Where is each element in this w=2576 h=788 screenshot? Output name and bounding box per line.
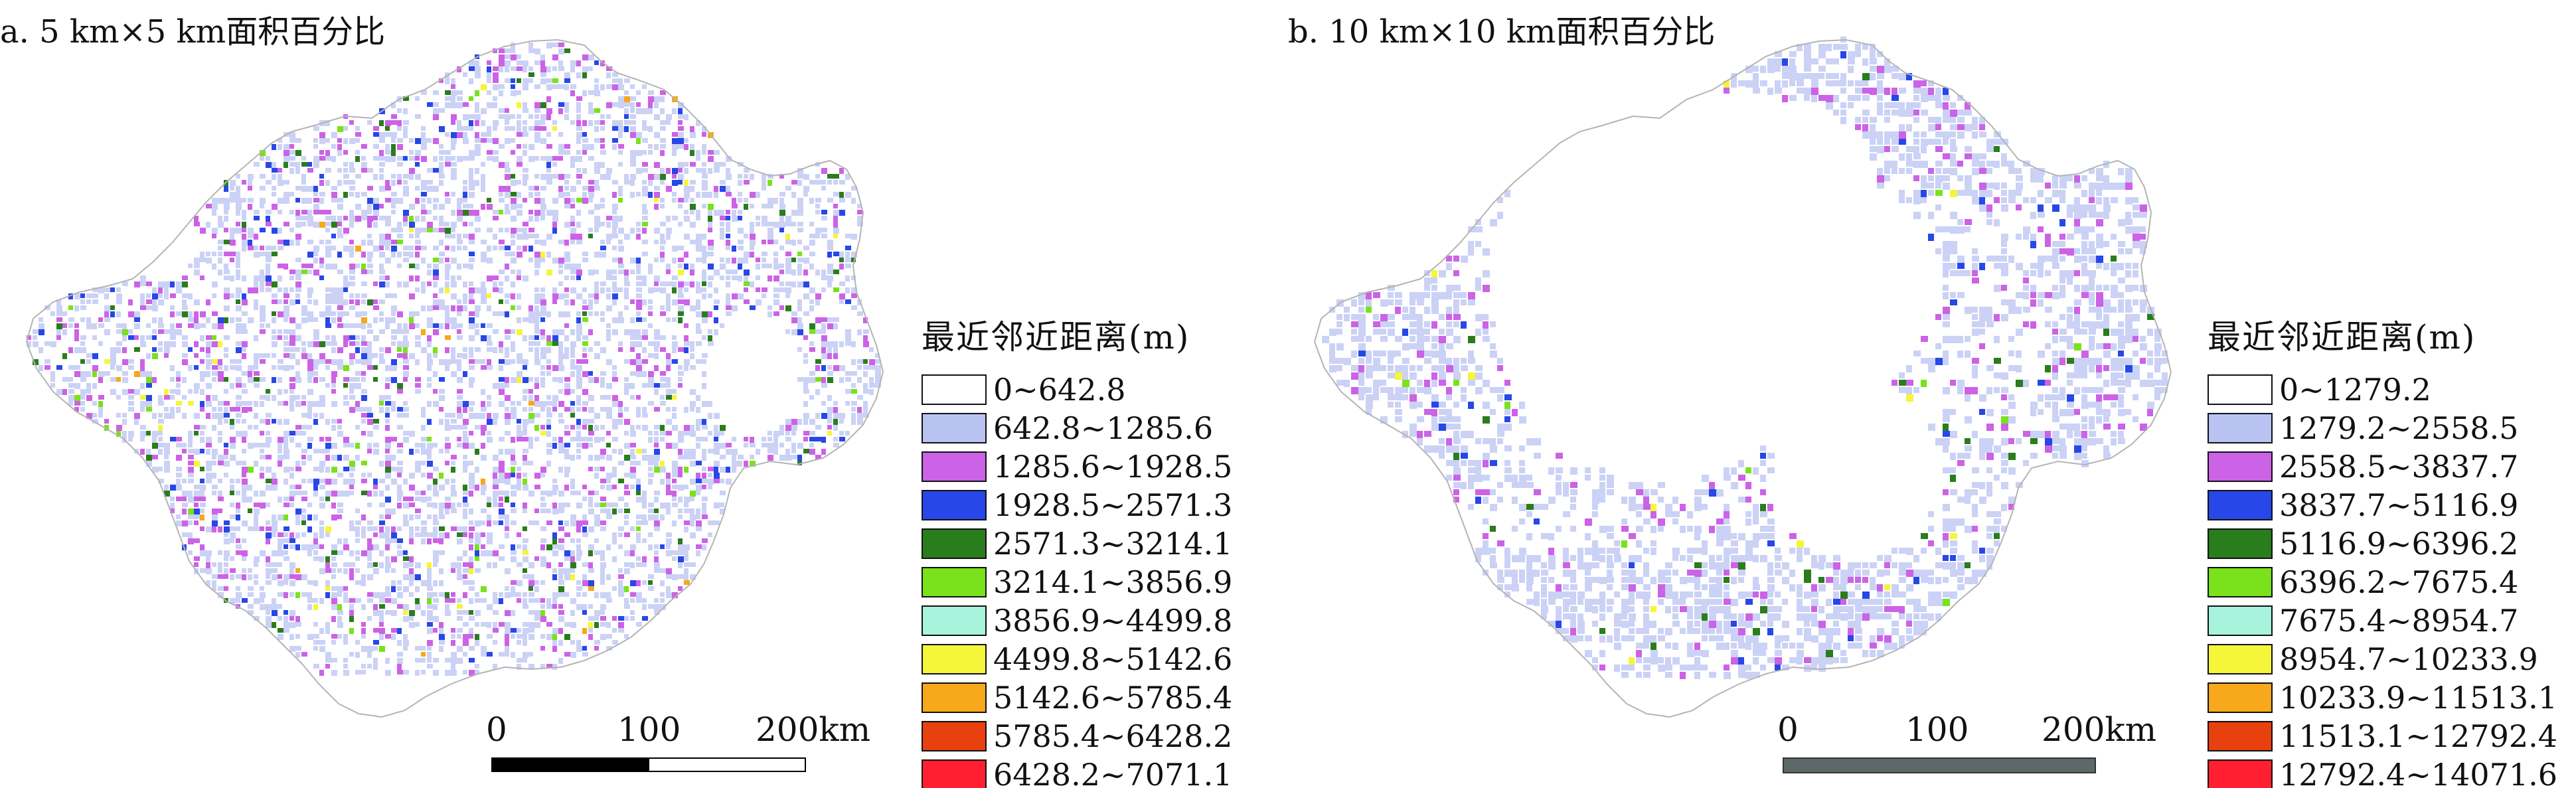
province-outline <box>1313 39 2172 718</box>
legend-item: 3856.9~4499.8 <box>922 601 1232 640</box>
legend-label: 3214.1~3856.9 <box>993 564 1233 600</box>
legend-item: 12792.4~14071.6 <box>2208 755 2557 788</box>
legend-swatch <box>2208 644 2273 674</box>
legend-label: 7675.4~8954.7 <box>2279 603 2519 639</box>
legend-label: 3856.9~4499.8 <box>993 603 1233 639</box>
legend-item: 5785.4~6428.2 <box>922 717 1232 755</box>
legend-swatch <box>922 682 987 713</box>
legend-item: 1285.6~1928.5 <box>922 447 1232 486</box>
legend-swatch <box>922 528 987 559</box>
scale-label: 200km <box>756 710 871 749</box>
scale-label: 100 <box>617 710 681 749</box>
legend-label: 3837.7~5116.9 <box>2279 487 2519 523</box>
legend-label: 10233.9~11513.1 <box>2279 680 2557 716</box>
legend-label: 1285.6~1928.5 <box>993 449 1233 485</box>
legend-label: 2571.3~3214.1 <box>993 526 1233 562</box>
legend-label: 8954.7~10233.9 <box>2279 641 2538 677</box>
legend-item: 3837.7~5116.9 <box>2208 486 2557 524</box>
scale-labels: 0 100 200km <box>1777 710 2156 749</box>
scale-label: 0 <box>486 710 507 749</box>
legend-label: 5116.9~6396.2 <box>2279 526 2519 562</box>
legend-swatch <box>922 759 987 788</box>
legend: 最近邻近距离(m) 0~1279.2 1279.2~2558.5 2558.5~… <box>2208 311 2557 788</box>
legend-label: 1279.2~2558.5 <box>2279 410 2519 446</box>
legend-label: 4499.8~5142.6 <box>993 641 1233 677</box>
legend-swatch <box>2208 490 2273 520</box>
scale-label: 200km <box>2042 710 2157 749</box>
legend-swatch <box>922 721 987 751</box>
legend-label: 2558.5~3837.7 <box>2279 449 2519 485</box>
legend-items: 0~642.8 642.8~1285.6 1285.6~1928.5 1928.… <box>922 370 1232 788</box>
panel-a: a. 5 km×5 km面积百分比 最近邻近距离(m) 0~642.8 642.… <box>0 13 1232 788</box>
legend-swatch <box>2208 759 2273 788</box>
legend-item: 2571.3~3214.1 <box>922 524 1232 563</box>
legend-item: 6428.2~7071.1 <box>922 755 1232 788</box>
legend-item: 642.8~1285.6 <box>922 409 1232 447</box>
legend-swatch <box>922 413 987 443</box>
legend-swatch <box>922 374 987 405</box>
legend-item: 1279.2~2558.5 <box>2208 409 2557 447</box>
legend-item: 6396.2~7675.4 <box>2208 563 2557 601</box>
scale-bar: 0 100 200km <box>486 710 870 772</box>
legend-item: 4499.8~5142.6 <box>922 640 1232 678</box>
legend-label: 5142.6~5785.4 <box>993 680 1233 716</box>
legend-swatch <box>2208 682 2273 713</box>
legend-label: 0~642.8 <box>993 372 1126 408</box>
map-a <box>25 39 884 718</box>
legend-label: 12792.4~14071.6 <box>2279 757 2557 788</box>
legend-item: 0~1279.2 <box>2208 370 2557 409</box>
legend-swatch <box>2208 567 2273 597</box>
legend-label: 6428.2~7071.1 <box>993 757 1233 788</box>
scale-bar: 0 100 200km <box>1777 710 2156 773</box>
legend: 最近邻近距离(m) 0~642.8 642.8~1285.6 1285.6~19… <box>922 311 1232 788</box>
panel-b: b. 10 km×10 km面积百分比 最近邻近距离(m) 0~1279.2 1… <box>1288 0 2576 788</box>
scale-label: 0 <box>1777 710 1799 749</box>
legend-swatch <box>922 490 987 520</box>
legend-item: 8954.7~10233.9 <box>2208 640 2557 678</box>
legend-label: 642.8~1285.6 <box>993 410 1214 446</box>
legend-item: 5142.6~5785.4 <box>922 678 1232 717</box>
legend-swatch <box>922 644 987 674</box>
legend-label: 5785.4~6428.2 <box>993 718 1233 754</box>
legend-swatch <box>922 567 987 597</box>
scale-label: 100 <box>1905 710 1969 749</box>
panel-title: a. 5 km×5 km面积百分比 <box>0 13 386 50</box>
legend-item: 7675.4~8954.7 <box>2208 601 2557 640</box>
legend-items: 0~1279.2 1279.2~2558.5 2558.5~3837.7 383… <box>2208 370 2557 788</box>
legend-swatch <box>922 451 987 482</box>
raster-cells <box>27 42 881 676</box>
province-outline <box>25 39 884 718</box>
legend-swatch <box>2208 413 2273 443</box>
legend-swatch <box>2208 605 2273 636</box>
legend-item: 5116.9~6396.2 <box>2208 524 2557 563</box>
map-b <box>1313 37 2172 718</box>
legend-item: 0~642.8 <box>922 370 1232 409</box>
legend-item: 3214.1~3856.9 <box>922 563 1232 601</box>
legend-swatch <box>2208 721 2273 751</box>
scale-labels: 0 100 200km <box>486 710 870 749</box>
legend-label: 6396.2~7675.4 <box>2279 564 2519 600</box>
panel-title: b. 10 km×10 km面积百分比 <box>1288 13 1716 50</box>
scale-bar-graphic <box>491 757 806 772</box>
scale-bar-graphic <box>1783 757 2096 773</box>
legend-label: 0~1279.2 <box>2279 372 2431 408</box>
legend-title: 最近邻近距离(m) <box>2208 318 2476 356</box>
legend-swatch <box>2208 528 2273 559</box>
legend-swatch <box>2208 374 2273 405</box>
legend-swatch <box>2208 451 2273 482</box>
raster-cells <box>1322 37 2168 679</box>
legend-item: 2558.5~3837.7 <box>2208 447 2557 486</box>
legend-label: 11513.1~12792.4 <box>2279 718 2557 754</box>
legend-item: 10233.9~11513.1 <box>2208 678 2557 717</box>
legend-item: 11513.1~12792.4 <box>2208 717 2557 755</box>
legend-item: 1928.5~2571.3 <box>922 486 1232 524</box>
legend-label: 1928.5~2571.3 <box>993 487 1233 523</box>
legend-swatch <box>922 605 987 636</box>
legend-title: 最近邻近距离(m) <box>922 318 1190 356</box>
